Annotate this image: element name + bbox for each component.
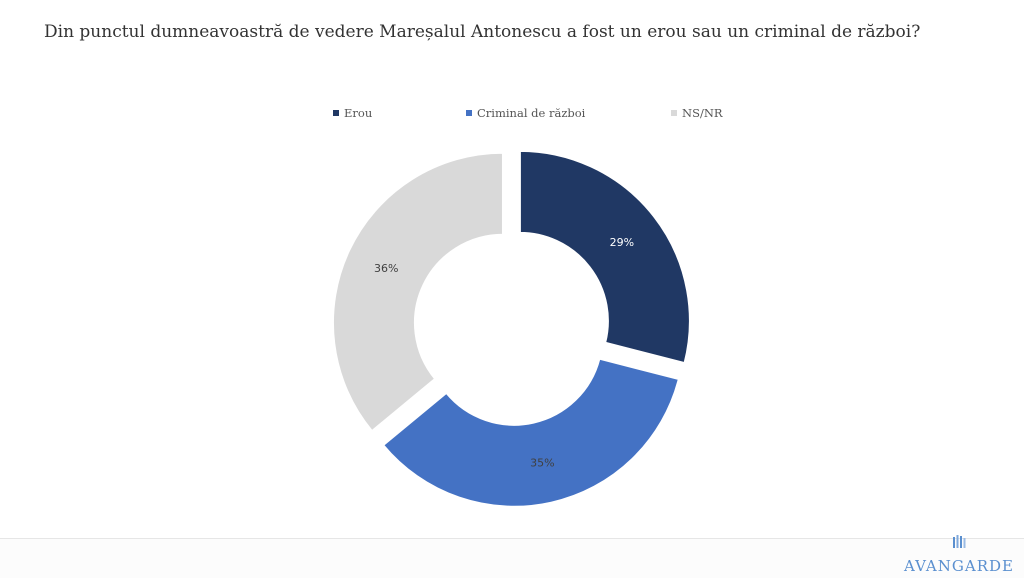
chart-legend: Erou Criminal de război NS/NR	[0, 106, 1024, 122]
slice-erou	[518, 149, 691, 365]
data-label-erou: 29%	[610, 236, 634, 249]
data-label-criminal: 35%	[530, 457, 554, 470]
logo-wordmark: AVANGARDE	[904, 557, 1014, 575]
legend-item-nsnr: NS/NR	[671, 106, 723, 120]
legend-swatch-erou	[333, 110, 339, 116]
footer-band	[0, 539, 1024, 578]
logo-emblem-icon	[953, 535, 966, 548]
slice-criminal	[381, 357, 681, 508]
legend-item-criminal: Criminal de război	[466, 106, 585, 120]
avangarde-logo: AVANGARDE	[904, 533, 1014, 575]
chart-title: Din punctul dumneavoastră de vedere Mare…	[44, 22, 921, 42]
legend-item-erou: Erou	[333, 106, 372, 120]
legend-swatch-criminal	[466, 110, 472, 116]
data-label-nsnr: 36%	[374, 262, 398, 275]
slice-nsnr	[331, 151, 504, 433]
donut-labels: 29% 35% 36%	[374, 236, 634, 470]
legend-swatch-nsnr	[671, 110, 677, 116]
legend-label-erou: Erou	[344, 106, 373, 120]
legend-label-criminal: Criminal de război	[477, 106, 586, 120]
donut-slices	[331, 149, 691, 508]
footer-divider	[0, 538, 1024, 539]
legend-label-nsnr: NS/NR	[682, 106, 723, 120]
